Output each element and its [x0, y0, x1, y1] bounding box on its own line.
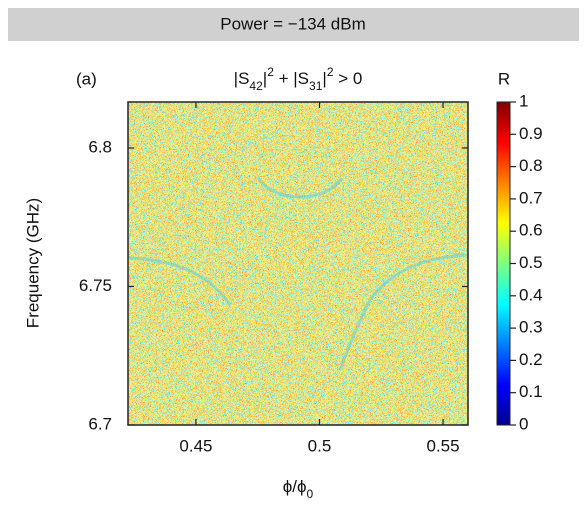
colorbar-tick-label: 0.7 [519, 188, 543, 207]
y-tick-label: 6.7 [88, 414, 112, 433]
chart-title: |S42|2 + |S31|2 > 0 [234, 65, 363, 93]
heatmap-image [128, 102, 468, 425]
text-piece: 2 [327, 65, 334, 79]
text-piece: > 0 [334, 69, 363, 88]
text-piece: 0 [307, 487, 314, 501]
colorbar-tick-label: 0.6 [519, 221, 543, 240]
header-bar [8, 8, 579, 41]
header-text: Power = −134 dBm [220, 14, 366, 33]
colorbar [496, 101, 511, 426]
colorbar-label: R [498, 69, 510, 88]
text-piece: + |S [274, 69, 309, 88]
heatmap [128, 102, 468, 425]
x-axis-label: ϕ/ϕ0 [283, 477, 314, 501]
colorbar-tick-label: 0.8 [519, 156, 543, 175]
text-piece: 2 [267, 65, 274, 79]
x-tick-label: 0.55 [426, 436, 459, 455]
y-tick-label: 6.75 [79, 276, 112, 295]
colorbar-tick-label: 0.5 [519, 253, 543, 272]
x-tick-label: 0.5 [308, 436, 332, 455]
x-tick-label: 0.45 [179, 436, 212, 455]
y-tick-label: 6.8 [88, 137, 112, 156]
text-piece: |S [234, 69, 250, 88]
colorbar-tick-label: 0 [519, 414, 528, 433]
colorbar-tick-label: 1 [519, 91, 528, 110]
colorbar-tick-label: 0.4 [519, 285, 543, 304]
colorbar-tick-label: 0.9 [519, 124, 543, 143]
colorbar-tick-label: 0.2 [519, 350, 543, 369]
text-piece: | [263, 69, 267, 88]
text-piece: 31 [309, 79, 323, 93]
text-piece: 42 [249, 79, 263, 93]
text-piece: | [322, 69, 326, 88]
colorbar-tick-label: 0.1 [519, 382, 543, 401]
colorbar-tick-label: 0.3 [519, 318, 543, 337]
panel-label: (a) [76, 69, 97, 88]
y-axis-label: Frequency (GHz) [23, 198, 42, 328]
plot-frame [127, 101, 469, 426]
text-piece: ϕ/ϕ [283, 477, 307, 496]
resonance-features [128, 177, 468, 371]
